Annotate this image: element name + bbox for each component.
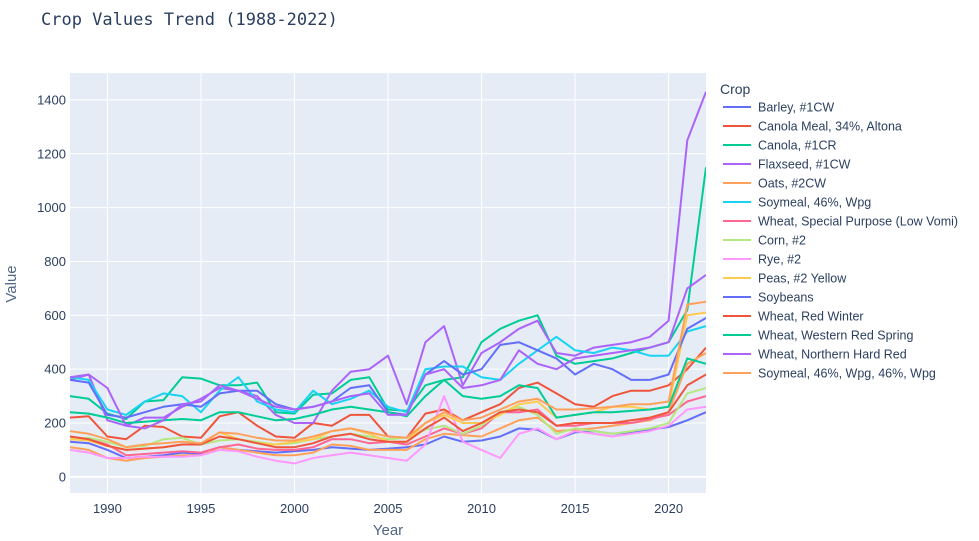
y-tick-label: 200 <box>44 416 66 431</box>
series-line <box>70 167 706 420</box>
series-line <box>70 274 706 430</box>
y-tick-label: 400 <box>44 362 66 377</box>
x-tick-label: 2015 <box>561 501 590 516</box>
legend-item-label[interactable]: Barley, #1CW <box>758 101 834 115</box>
legend-item-label[interactable]: Wheat, Northern Hard Red <box>758 348 907 362</box>
legend-item-label[interactable]: Flaxseed, #1CW <box>758 158 851 172</box>
series-line <box>70 300 706 449</box>
legend-item-label[interactable]: Corn, #2 <box>758 234 806 248</box>
series-lines <box>70 91 706 465</box>
series-line <box>70 373 706 451</box>
series-line <box>70 357 706 424</box>
y-tick-label: 1200 <box>37 146 66 161</box>
x-tick-label: 2010 <box>467 501 496 516</box>
legend-item-label[interactable]: Soymeal, 46%, Wpg <box>758 196 871 210</box>
tick-labels: 1990 1995 2000 2005 2010 2015 2020 0 200 400 600 80… <box>37 92 683 516</box>
y-tick-label: 600 <box>44 308 66 323</box>
series-line <box>70 325 706 416</box>
y-tick-label: 1000 <box>37 200 66 215</box>
legend-item-label[interactable]: Wheat, Red Winter <box>758 310 864 324</box>
legend-item-label[interactable]: Wheat, Western Red Spring <box>758 329 913 343</box>
legend-item-label[interactable]: Peas, #2 Yellow <box>758 272 847 286</box>
y-tick-label: 800 <box>44 254 66 269</box>
legend-item-label[interactable]: Canola Meal, 34%, Altona <box>758 120 902 134</box>
chart-title: Crop Values Trend (1988-2022) <box>41 10 338 30</box>
x-tick-label: 1990 <box>93 501 122 516</box>
legend-title: Crop <box>720 81 751 97</box>
gridlines <box>70 73 706 493</box>
series-line <box>70 395 706 465</box>
legend-item-label[interactable]: Wheat, Special Purpose (Low Vomi) <box>758 215 958 229</box>
series-line <box>70 387 706 449</box>
y-tick-label: 0 <box>59 469 66 484</box>
legend-item-label[interactable]: Soymeal, 46%, Wpg, 46%, Wpg <box>758 367 936 381</box>
legend-item-label[interactable]: Rye, #2 <box>758 253 801 267</box>
y-axis-title: Value <box>3 265 20 302</box>
x-tick-label: 2000 <box>280 501 309 516</box>
legend-item-label[interactable]: Oats, #2CW <box>758 177 826 191</box>
legend: Crop Barley, #1CW Canola Meal, 34%, Alton… <box>720 81 958 381</box>
x-axis-title: Year <box>373 522 403 539</box>
y-tick-label: 1400 <box>37 92 66 107</box>
legend-item-label[interactable]: Soybeans <box>758 291 814 305</box>
x-tick-label: 2020 <box>654 501 683 516</box>
x-tick-label: 2005 <box>374 501 403 516</box>
legend-item-label[interactable]: Canola, #1CR <box>758 139 837 153</box>
x-tick-label: 1995 <box>186 501 215 516</box>
